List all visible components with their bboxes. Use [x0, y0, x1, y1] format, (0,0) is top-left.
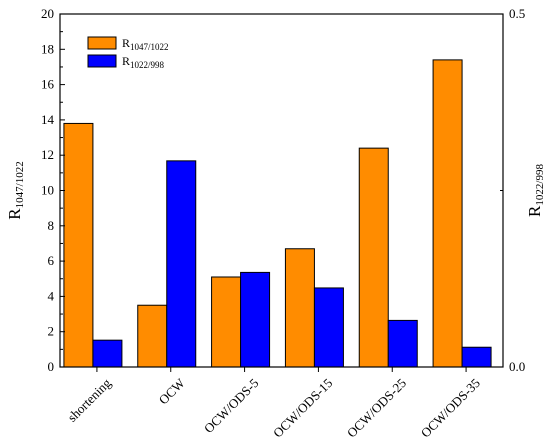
legend: R1047/1022 R1022/998 — [87, 36, 169, 70]
y-left-tick-label: 6 — [48, 253, 55, 268]
y-left-tick-label: 14 — [41, 112, 55, 127]
legend-label-r1047-1022: R1047/1022 — [122, 36, 169, 52]
y-left-tick-label: 20 — [41, 6, 54, 21]
legend-swatch-r1022-998 — [87, 54, 117, 68]
x-tick-label: OCW/ODS-25 — [344, 375, 409, 440]
bar-r1047-1022-5 — [432, 59, 463, 368]
x-tick-label: shortening — [64, 375, 114, 425]
bar-r1022-998-1 — [166, 160, 197, 368]
y-left-tick-label: 8 — [48, 218, 55, 233]
y-right-tick-label: 0.5 — [509, 6, 525, 21]
bar-r1047-1022-0 — [63, 122, 94, 368]
y-left-tick-label: 16 — [41, 77, 55, 92]
bar-r1047-1022-1 — [137, 304, 168, 368]
y-left-tick-label: 18 — [41, 41, 54, 56]
bar-r1022-998-5 — [461, 346, 492, 368]
x-tick-label: OCW/ODS-35 — [418, 375, 483, 440]
bar-r1022-998-3 — [313, 287, 344, 368]
bar-r1022-998-2 — [240, 271, 271, 368]
y-left-tick-label: 4 — [48, 288, 55, 303]
bar-r1047-1022-2 — [211, 276, 242, 368]
bar-r1022-998-4 — [387, 319, 418, 368]
x-tick-label: OCW/ODS-5 — [201, 375, 262, 436]
bars-layer — [63, 59, 492, 368]
y-left-tick-label: 0 — [48, 359, 55, 374]
bar-r1047-1022-3 — [284, 248, 315, 368]
x-tick-label: OCW — [156, 375, 189, 408]
y-right-axis-title: R1022/998 — [525, 164, 546, 217]
legend-label-r1022-998: R1022/998 — [122, 54, 165, 70]
bar-r1047-1022-4 — [358, 147, 389, 368]
y-left-tick-label: 2 — [48, 324, 55, 339]
bar-r1022-998-0 — [92, 339, 123, 368]
x-tick-label: OCW/ODS-15 — [270, 375, 335, 440]
y-left-axis-title: R1047/1022 — [5, 161, 26, 219]
y-left-tick-label: 12 — [41, 147, 54, 162]
y-right-tick-label: 0.0 — [509, 359, 525, 374]
legend-swatch-r1047-1022 — [87, 36, 117, 50]
y-left-tick-label: 10 — [41, 183, 54, 198]
